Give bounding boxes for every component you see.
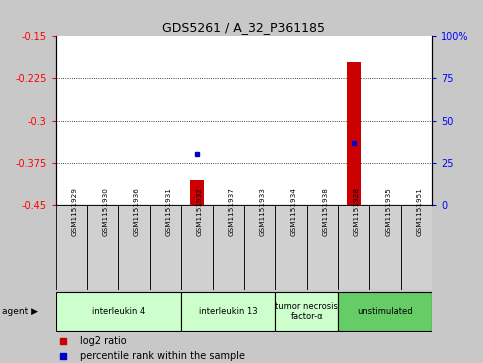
- Bar: [401, 205, 432, 290]
- Bar: [56, 291, 181, 331]
- Text: unstimulated: unstimulated: [357, 307, 413, 316]
- Text: GSM1151936: GSM1151936: [134, 187, 140, 236]
- Bar: [190, 180, 204, 205]
- Bar: [275, 205, 307, 290]
- Text: GSM1151935: GSM1151935: [385, 187, 391, 236]
- Text: GSM1151929: GSM1151929: [71, 187, 77, 236]
- Text: GSM1151928: GSM1151928: [354, 187, 360, 236]
- Text: agent ▶: agent ▶: [2, 307, 39, 316]
- Text: log2 ratio: log2 ratio: [80, 336, 127, 346]
- Bar: [87, 205, 118, 290]
- Title: GDS5261 / A_32_P361185: GDS5261 / A_32_P361185: [162, 21, 326, 34]
- Bar: [118, 205, 150, 290]
- Bar: [275, 291, 338, 331]
- Bar: [347, 62, 361, 205]
- Text: interleukin 13: interleukin 13: [199, 307, 257, 316]
- Bar: [56, 205, 87, 290]
- Bar: [181, 205, 213, 290]
- Bar: [181, 291, 275, 331]
- Text: percentile rank within the sample: percentile rank within the sample: [80, 351, 245, 361]
- Bar: [338, 205, 369, 290]
- Text: GSM1151932: GSM1151932: [197, 187, 203, 236]
- Bar: [369, 205, 401, 290]
- Text: GSM1151933: GSM1151933: [260, 187, 266, 236]
- Text: GSM1151934: GSM1151934: [291, 187, 297, 236]
- Text: GSM1151938: GSM1151938: [323, 187, 328, 236]
- Bar: [150, 205, 181, 290]
- Text: tumor necrosis
factor-α: tumor necrosis factor-α: [275, 302, 338, 321]
- Bar: [307, 205, 338, 290]
- Text: GSM1151951: GSM1151951: [416, 187, 423, 236]
- Text: GSM1151937: GSM1151937: [228, 187, 234, 236]
- Text: GSM1151931: GSM1151931: [165, 187, 171, 236]
- Bar: [213, 205, 244, 290]
- Text: interleukin 4: interleukin 4: [92, 307, 145, 316]
- Bar: [338, 291, 432, 331]
- Bar: [244, 205, 275, 290]
- Text: GSM1151930: GSM1151930: [103, 187, 109, 236]
